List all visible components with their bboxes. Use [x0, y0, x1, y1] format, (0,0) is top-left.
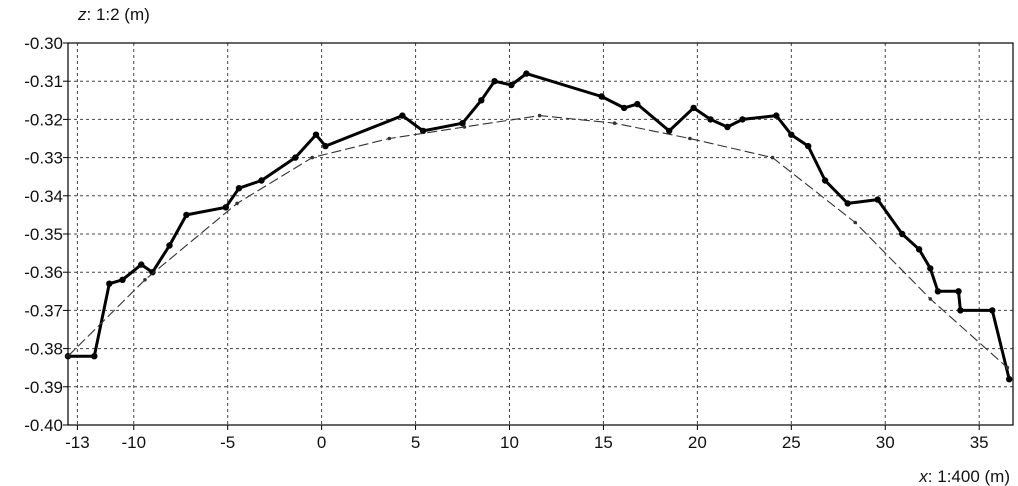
data-point	[399, 112, 406, 119]
data-point	[508, 81, 515, 89]
x-axis-variable: x	[918, 467, 928, 486]
data-point	[91, 353, 98, 360]
data-point	[419, 127, 427, 135]
y-tick-label: -0.33	[24, 149, 63, 168]
x-tick-label: 5	[411, 433, 420, 452]
plot-frame	[67, 42, 1014, 426]
data-point	[821, 177, 829, 184]
y-tick-label: -0.30	[24, 34, 63, 53]
data-point	[915, 246, 923, 253]
data-point	[612, 121, 617, 125]
x-tick-label: 0	[317, 433, 326, 452]
y-tick-label: -0.37	[24, 301, 63, 320]
data-point	[666, 127, 673, 135]
data-point	[773, 112, 780, 119]
data-point	[634, 100, 641, 108]
data-point	[292, 154, 299, 161]
x-tick-label: 25	[782, 433, 801, 452]
data-point	[183, 211, 190, 219]
data-point	[927, 265, 934, 272]
data-point	[106, 280, 113, 287]
data-point	[688, 136, 692, 141]
data-point	[788, 131, 795, 138]
data-point	[1006, 376, 1013, 383]
data-point	[459, 120, 466, 127]
data-point	[724, 123, 731, 131]
data-point	[598, 93, 605, 100]
data-point	[899, 230, 906, 238]
axis-ticks: -0.30 -0.31 -0.32 -0.33 -0.34 -0.35 -0.36 -0.37…	[24, 34, 988, 452]
data-point	[235, 185, 243, 192]
data-point	[119, 276, 126, 283]
series-measured-profile	[64, 70, 1013, 383]
data-point	[955, 288, 962, 295]
data-point	[322, 142, 329, 150]
data-point	[1005, 365, 1010, 370]
series-reference-profile	[66, 113, 1010, 370]
data-point	[957, 307, 964, 314]
x-tick-label: 20	[688, 433, 707, 452]
data-point	[928, 297, 933, 301]
data-point	[462, 125, 467, 129]
x-tick-label: -5	[220, 433, 235, 452]
data-point	[989, 307, 996, 314]
x-tick-label: 15	[594, 433, 613, 452]
data-point	[312, 131, 320, 138]
data-point	[310, 155, 315, 160]
y-tick-label: -0.32	[24, 110, 63, 129]
data-point	[491, 78, 498, 85]
y-tick-label: -0.39	[24, 378, 63, 397]
data-point	[166, 242, 173, 249]
x-tick-label: 35	[970, 433, 989, 452]
x-tick-label: 10	[500, 433, 519, 452]
data-point	[222, 204, 229, 211]
x-tick-label: 30	[876, 433, 895, 452]
data-point	[387, 136, 392, 141]
y-tick-label: -0.31	[24, 72, 63, 91]
y-tick-label: -0.35	[24, 225, 63, 244]
data-point	[258, 177, 265, 184]
y-axis-title: z: 1:2 (m)	[77, 5, 150, 24]
data-point	[235, 201, 239, 206]
x-axis-title: x: 1:400 (m)	[918, 467, 1010, 486]
data-point	[934, 288, 942, 295]
data-point	[844, 200, 851, 207]
series-line	[67, 115, 1008, 369]
y-tick-label: -0.38	[24, 340, 63, 359]
data-point	[523, 70, 530, 77]
data-point	[149, 269, 156, 276]
x-tick-label: -13	[65, 433, 90, 452]
data-point	[874, 196, 881, 203]
data-point	[707, 116, 714, 123]
x-tick-label: -10	[121, 433, 146, 452]
data-point	[537, 113, 542, 118]
data-point	[478, 97, 485, 104]
data-point	[853, 220, 857, 225]
series-layer	[64, 70, 1013, 383]
data-point	[690, 104, 697, 112]
y-tick-label: -0.40	[24, 416, 63, 435]
data-point	[739, 116, 746, 123]
y-tick-label: -0.34	[24, 187, 63, 206]
data-point	[805, 142, 812, 150]
y-tick-label: -0.36	[24, 263, 63, 282]
data-point	[138, 261, 145, 268]
data-point	[770, 155, 775, 160]
y-axis-scale-unit: : 1:2 (m)	[87, 5, 150, 24]
grid	[68, 43, 1013, 425]
y-axis-variable: z	[77, 5, 87, 24]
x-axis-scale-unit: : 1:400 (m)	[928, 467, 1010, 486]
data-point	[143, 278, 147, 282]
data-point	[620, 104, 628, 112]
